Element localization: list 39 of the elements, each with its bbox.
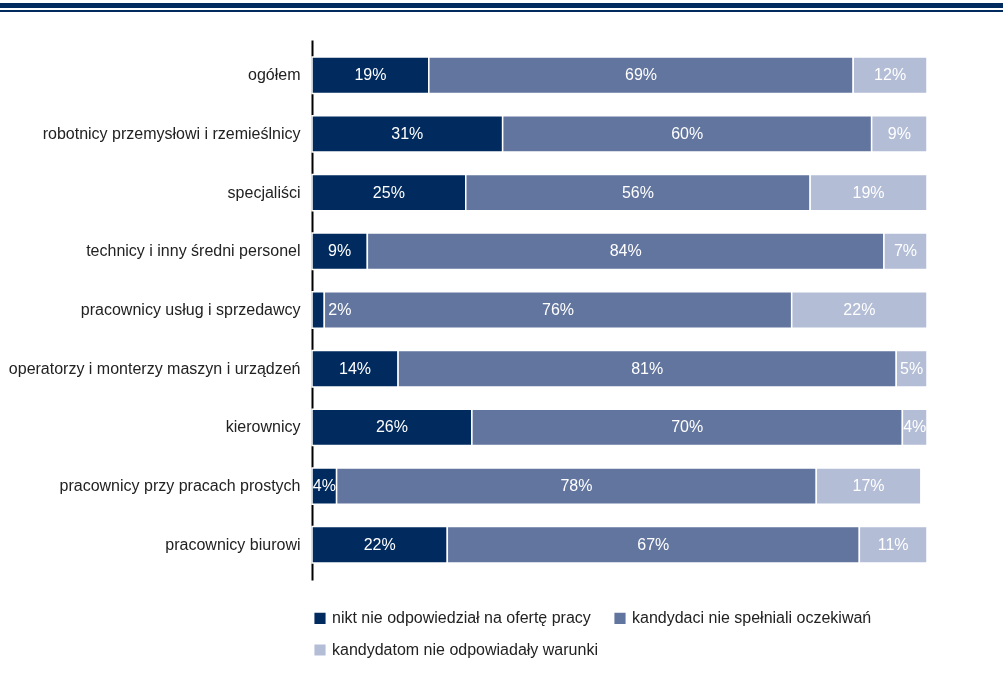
data-label: 17% [852, 477, 885, 495]
data-label: 12% [874, 66, 907, 84]
data-label: 25% [372, 183, 405, 201]
data-label: 9% [328, 242, 352, 260]
data-label: 76% [541, 301, 575, 318]
data-label: 7% [893, 242, 918, 260]
legend-label: kandydatom nie odpowiadały warunki [332, 641, 598, 658]
y-tick-label: ogółem [248, 66, 301, 84]
data-label: 19% [354, 66, 387, 84]
y-tick-label: pracownicy biurowi [165, 535, 301, 553]
data-label: 78% [560, 477, 593, 495]
data-label: 4% [903, 418, 927, 436]
y-tick-label: operatorzy i monterzy maszyn i urządzeń [8, 359, 301, 377]
data-label: 26% [375, 418, 408, 436]
data-label: 5% [900, 359, 924, 377]
data-label: 22% [843, 301, 876, 318]
y-tick-label: specjaliści [227, 183, 301, 201]
data-label: 11% [877, 535, 909, 553]
data-label: 60% [671, 124, 704, 142]
data-label: 2% [328, 301, 352, 318]
y-tick-label: robotnicy przemysłowi i rzemieślnicy [42, 124, 301, 142]
data-label: 4% [312, 477, 336, 495]
data-label: 84% [609, 242, 642, 260]
y-tick-label: technicy i inny średni personel [86, 242, 301, 260]
data-label: 14% [339, 359, 372, 377]
data-label: 19% [852, 183, 885, 201]
legend-label: nikt nie odpowiedział na ofertę pracy [332, 609, 591, 627]
data-label: 69% [625, 66, 658, 84]
data-label: 22% [363, 535, 396, 553]
data-label: 81% [631, 359, 664, 377]
data-label: 31% [391, 124, 424, 142]
data-label: 70% [671, 418, 704, 436]
y-tick-label: pracownicy przy pracach prostych [59, 477, 301, 495]
data-label: 56% [621, 183, 654, 201]
y-tick-label: kierownicy [225, 418, 301, 436]
legend-label: kandydaci nie spełniali oczekiwań [632, 609, 872, 627]
data-label: 67% [637, 535, 670, 553]
data-label: 9% [887, 124, 911, 142]
y-tick-label: pracownicy usług i sprzedawcy [80, 301, 301, 318]
